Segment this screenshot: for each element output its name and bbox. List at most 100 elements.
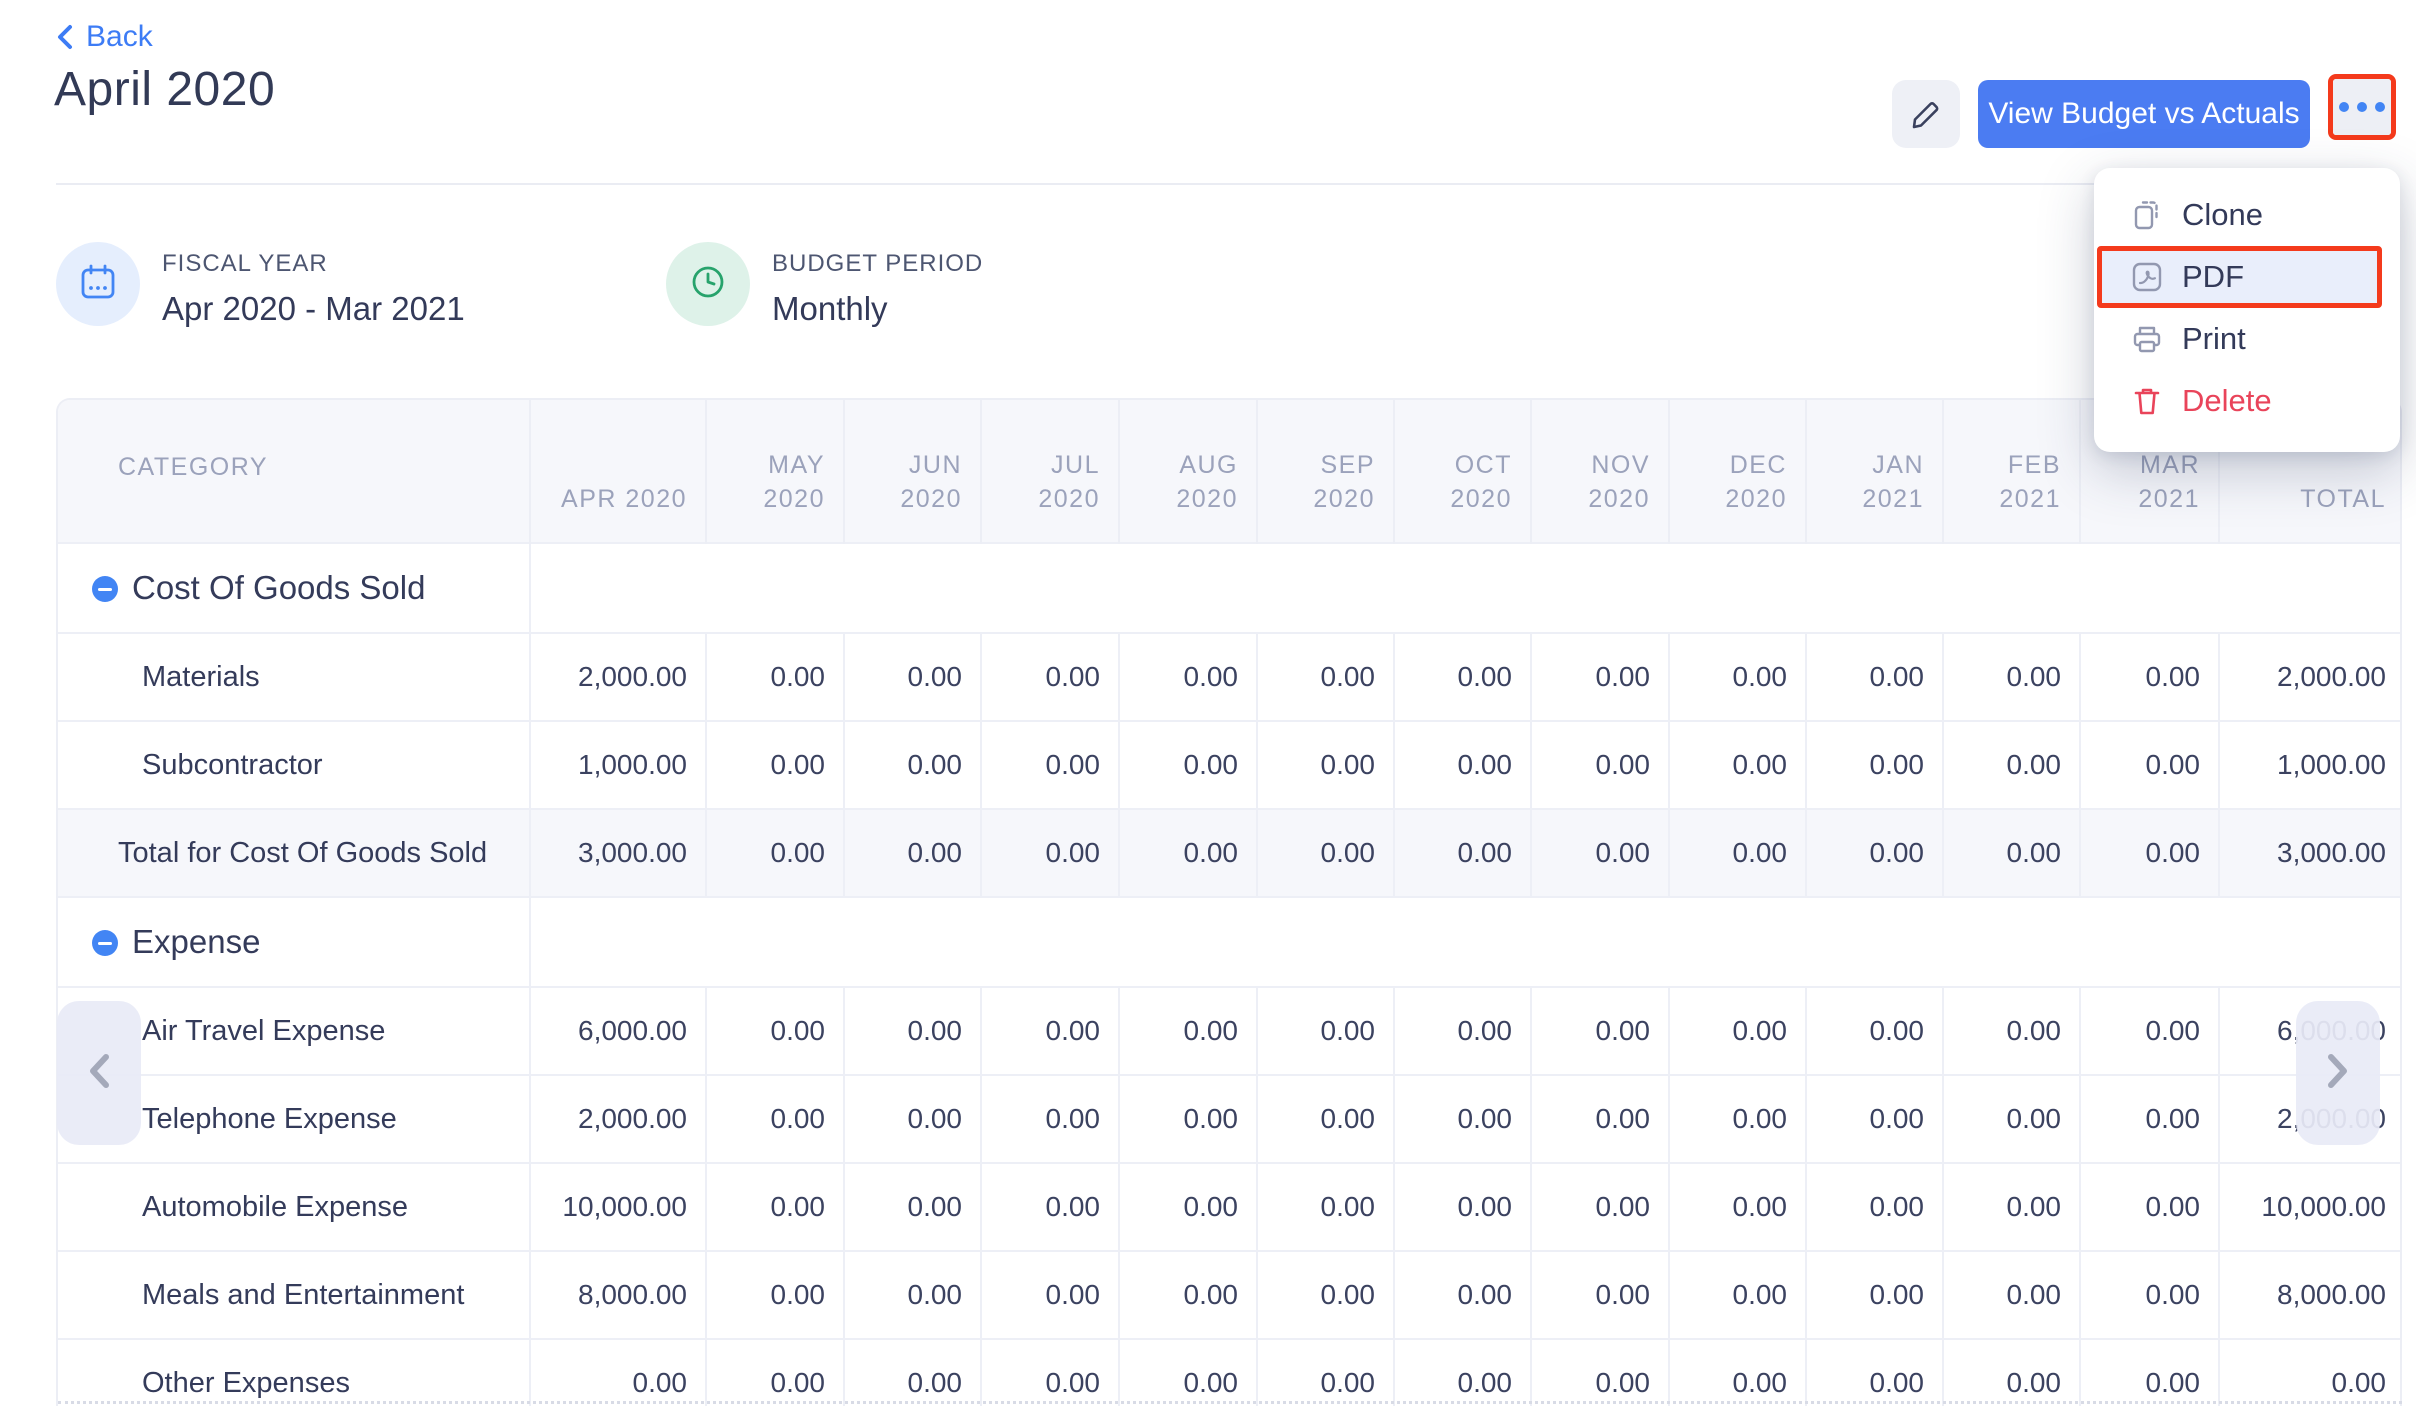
cutoff-dotted-divider	[58, 1401, 2402, 1404]
category-cell[interactable]: Cost Of Goods Sold	[58, 542, 530, 633]
value-cell: 0.00	[1256, 1074, 1394, 1163]
more-options-menu: Clone PDF Print Delete	[2094, 168, 2400, 452]
value-cell: 0.00	[705, 1250, 844, 1339]
value-cell: 0.00	[1393, 986, 1531, 1075]
value-cell: 0.00	[843, 1338, 981, 1406]
value-cell: 0.00	[1942, 632, 2080, 721]
value-cell: 0.00	[980, 720, 1119, 809]
value-cell: 0.00	[843, 986, 981, 1075]
menu-item-label: PDF	[2182, 259, 2244, 294]
value-cell: 10,000.00	[529, 1162, 706, 1251]
value-cell: 0.00	[980, 1250, 1119, 1339]
group-row: Cost Of Goods Sold	[58, 542, 2400, 633]
column-header: AUG 2020	[1118, 400, 1257, 543]
category-cell: Other Expenses	[58, 1338, 530, 1406]
value-cell: 0.00	[1118, 986, 1257, 1075]
dot-icon	[2375, 102, 2385, 112]
value-cell: 0.00	[1805, 808, 1943, 897]
value-cell: 0.00	[980, 986, 1119, 1075]
value-cell: 0.00	[1393, 808, 1531, 897]
value-cell: 2,000.00	[2218, 632, 2400, 721]
value-cell: 0.00	[1256, 986, 1394, 1075]
menu-item-pdf[interactable]: PDF	[2102, 251, 2377, 303]
value-cell: 0.00	[1118, 720, 1257, 809]
value-cell: 0.00	[1256, 1250, 1394, 1339]
value-cell: 0.00	[1942, 1250, 2080, 1339]
value-cell: 0.00	[1668, 986, 1806, 1075]
scroll-left-button[interactable]	[57, 1001, 141, 1145]
value-cell: 0.00	[1805, 1074, 1943, 1163]
budget-period-block: BUDGET PERIOD Monthly	[772, 250, 983, 328]
menu-item-delete[interactable]: Delete	[2094, 370, 2400, 432]
menu-item-print[interactable]: Print	[2094, 308, 2400, 370]
value-cell: 0.00	[1118, 1074, 1257, 1163]
table-row: Automobile Expense 10,000.00 0.00 0.00 0.00 0…	[58, 1162, 2400, 1251]
value-cell: 0.00	[1805, 632, 1943, 721]
value-cell: 0.00	[2079, 808, 2219, 897]
more-options-button[interactable]	[2333, 79, 2391, 135]
budget-period-label: BUDGET PERIOD	[772, 250, 984, 277]
category-cell: Subcontractor	[58, 720, 530, 809]
value-cell: 0.00	[1668, 1074, 1806, 1163]
value-cell: 0.00	[1118, 1162, 1257, 1251]
value-cell: 0.00	[843, 1250, 981, 1339]
header-divider	[56, 183, 2368, 185]
value-cell: 0.00	[1393, 1338, 1531, 1406]
value-cell: 0.00	[843, 808, 981, 897]
column-header: JUL 2020	[980, 400, 1119, 543]
column-header: JAN 2021	[1805, 400, 1943, 543]
category-cell[interactable]: Expense	[58, 896, 530, 987]
value-cell: 0.00	[1805, 986, 1943, 1075]
value-cell: 0.00	[1530, 1338, 1669, 1406]
table-row: Total for Cost Of Goods Sold 3,000.00 0.00…	[58, 808, 2400, 897]
collapse-minus-icon[interactable]	[92, 930, 118, 956]
category-cell: Total for Cost Of Goods Sold	[58, 808, 530, 897]
pdf-annotation-box: PDF	[2097, 246, 2382, 308]
value-cell: 0.00	[2079, 632, 2219, 721]
table-row: Subcontractor 1,000.00 0.00 0.00 0.00 0.00 0.0…	[58, 720, 2400, 809]
value-cell: 0.00	[2218, 1338, 2400, 1406]
edit-button[interactable]	[1892, 80, 1960, 148]
category-cell: Meals and Entertainment	[58, 1250, 530, 1339]
value-cell: 0.00	[1118, 1250, 1257, 1339]
menu-item-clone[interactable]: Clone	[2094, 184, 2400, 246]
column-header: CATEGORY	[58, 400, 530, 543]
scroll-right-button[interactable]	[2296, 1001, 2380, 1145]
value-cell: 0.00	[1942, 808, 2080, 897]
value-cell: 0.00	[1668, 632, 1806, 721]
value-cell: 0.00	[1256, 808, 1394, 897]
view-budget-vs-actuals-button[interactable]: View Budget vs Actuals	[1978, 80, 2310, 148]
value-cell: 8,000.00	[2218, 1250, 2400, 1339]
value-cell: 0.00	[705, 632, 844, 721]
value-cell: 0.00	[843, 720, 981, 809]
column-header: DEC 2020	[1668, 400, 1806, 543]
fiscal-year-icon-circle	[56, 242, 140, 326]
value-cell: 0.00	[2079, 986, 2219, 1075]
chevron-right-icon	[2325, 1051, 2351, 1096]
value-cell: 0.00	[1942, 1074, 2080, 1163]
budget-period-icon-circle	[666, 242, 750, 326]
value-cell: 0.00	[1118, 632, 1257, 721]
group-spacer-cell	[529, 896, 2400, 987]
calendar-icon	[78, 262, 118, 307]
dot-icon	[2339, 102, 2349, 112]
value-cell: 0.00	[1942, 1162, 2080, 1251]
collapse-minus-icon[interactable]	[92, 576, 118, 602]
table-row: Other Expenses 0.00 0.00 0.00 0.00 0.00 0.00 0.…	[58, 1338, 2400, 1406]
value-cell: 0.00	[980, 1162, 1119, 1251]
category-cell: Automobile Expense	[58, 1162, 530, 1251]
value-cell: 0.00	[980, 1074, 1119, 1163]
menu-item-label: Print	[2182, 321, 2246, 356]
value-cell: 0.00	[1805, 1162, 1943, 1251]
category-cell: Materials	[58, 632, 530, 721]
table-row: Meals and Entertainment 8,000.00 0.00 0.00 0…	[58, 1250, 2400, 1339]
back-link[interactable]: Back	[56, 20, 153, 54]
fiscal-year-label: FISCAL YEAR	[162, 250, 328, 277]
chevron-left-icon	[86, 1051, 112, 1096]
table-row: Telephone Expense 2,000.00 0.00 0.00 0.00 0.0…	[58, 1074, 2400, 1163]
value-cell: 0.00	[1118, 808, 1257, 897]
value-cell: 0.00	[843, 1074, 981, 1163]
menu-item-label: Delete	[2182, 383, 2272, 418]
value-cell: 0.00	[2079, 1338, 2219, 1406]
